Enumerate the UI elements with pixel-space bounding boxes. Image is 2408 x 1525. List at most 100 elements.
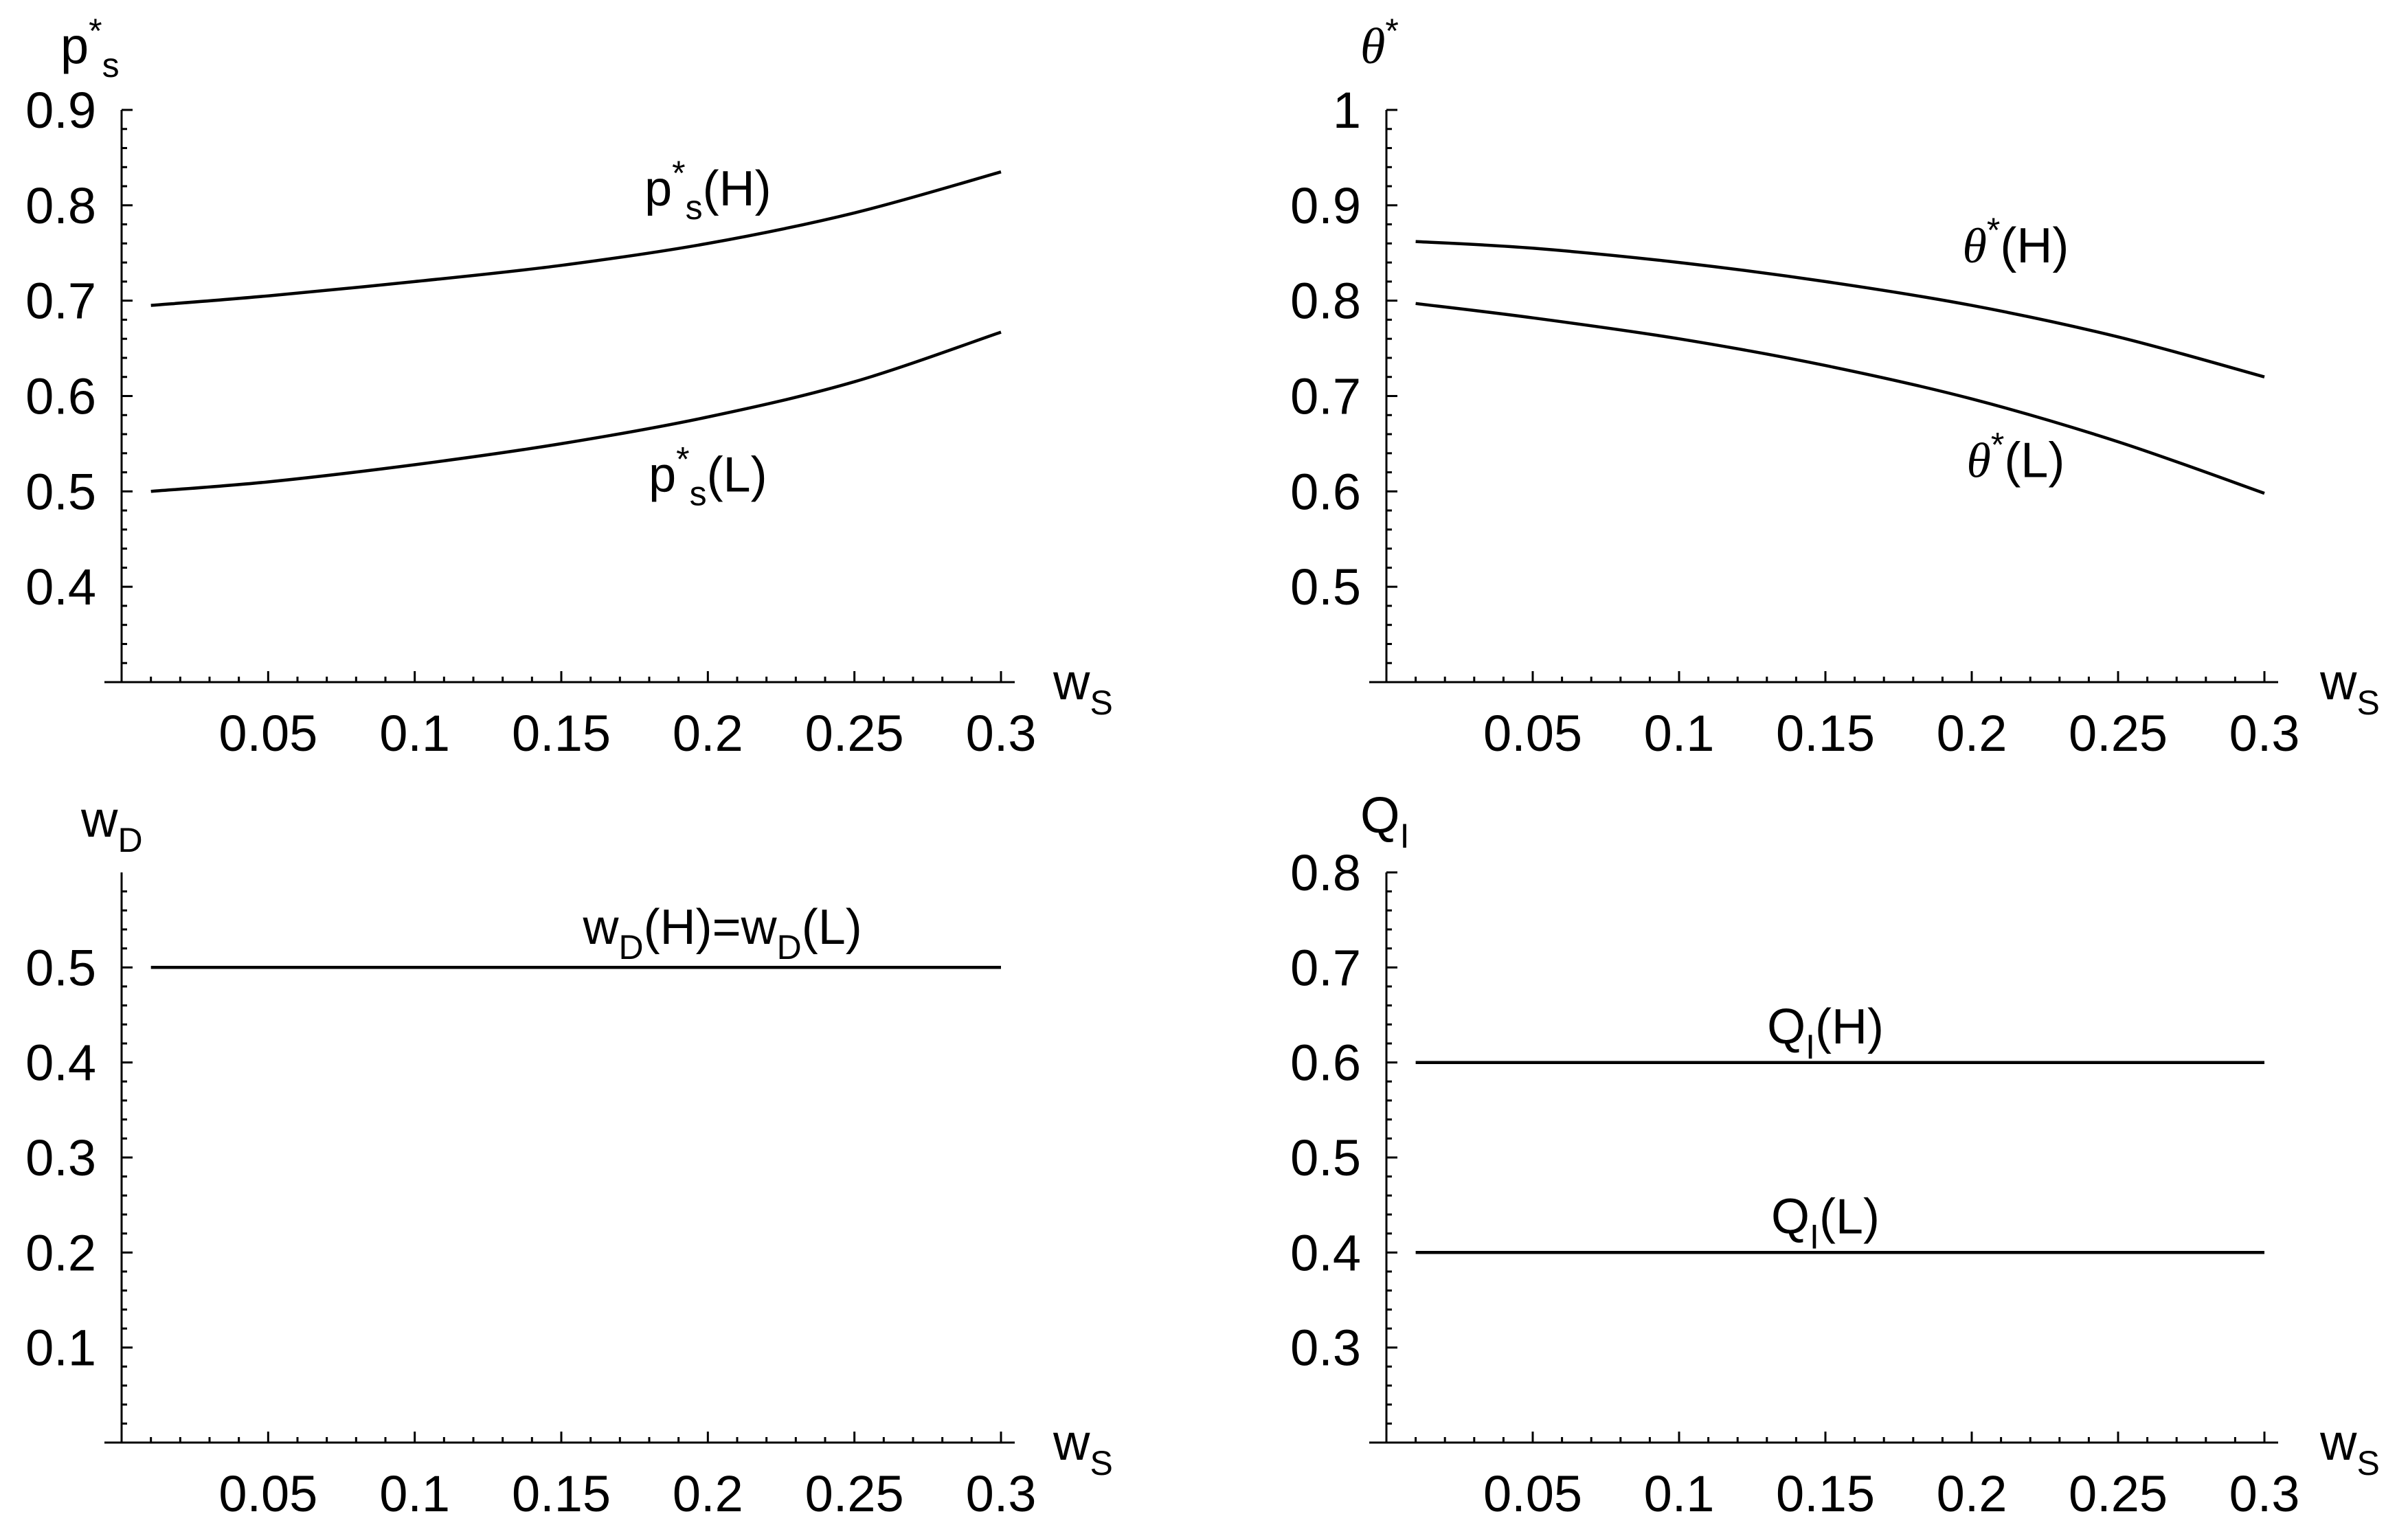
label-subscript: S	[1090, 684, 1112, 722]
y-tick-label: 1	[1333, 82, 1361, 139]
label-base: p	[649, 447, 676, 502]
label-base: w	[2319, 1414, 2357, 1471]
label-subscript: S	[1090, 1444, 1112, 1482]
y-tick-label: 0.7	[25, 273, 96, 330]
series-label: QI(L)	[1771, 1190, 1880, 1256]
y-tick-label: 0.4	[25, 1035, 96, 1092]
y-tick-label: 0.4	[1290, 1224, 1361, 1281]
y-tick-label: 0.1	[25, 1320, 96, 1377]
series-line-h	[1415, 240, 2265, 379]
y-tick-label: 0.8	[25, 177, 96, 234]
x-tick-label: 0.15	[1776, 705, 1875, 762]
x-tick-label: 0.15	[512, 1465, 611, 1522]
x-tick-label: 0.25	[2069, 705, 2168, 762]
label-base: w	[1053, 1414, 1090, 1471]
x-tick-label: 0.3	[2229, 1465, 2300, 1522]
label-base: w	[1053, 653, 1090, 710]
label-base: p	[60, 17, 89, 74]
y-tick-label: 0.9	[25, 82, 96, 139]
label-base: w	[80, 791, 118, 848]
x-tick-label: 0.3	[966, 705, 1037, 762]
label-argument: (L)	[707, 447, 767, 502]
x-tick-label: 0.15	[512, 705, 611, 762]
x-tick-label: 0.05	[1483, 705, 1582, 762]
label-superscript: *	[676, 440, 689, 478]
label-subscript: I	[1400, 817, 1410, 855]
chart-panel-q-i: 0.05 0.1 0.15 0.2 0.25 0.30.30.40.50.60.70.8Q…	[1290, 787, 2380, 1522]
chart-panel-theta-star: 0.05 0.1 0.15 0.2 0.25 0.30.50.60.70.80.91θ*w…	[1290, 12, 2380, 762]
x-tick-label: 0.05	[218, 705, 317, 762]
y-tick-label: 0.5	[25, 463, 96, 520]
label-base: w	[2319, 653, 2357, 710]
label-base: θ	[1963, 218, 1987, 273]
chart-panel-w-d: 0.05 0.1 0.15 0.2 0.25 0.30.10.20.30.40.5wDwS…	[25, 791, 1113, 1522]
series-label: θ*(H)	[1963, 211, 2069, 273]
label-argument: (H)	[2000, 218, 2069, 273]
label-subscript: s	[690, 474, 707, 512]
x-tick-label: 0.2	[673, 705, 743, 762]
label-base: θ	[1360, 19, 1385, 75]
x-tick-label: 0.1	[379, 1465, 450, 1522]
y-tick-label: 0.3	[1290, 1320, 1361, 1377]
y-tick-label: 0.6	[1290, 463, 1361, 520]
series-label: p*s(H)	[644, 154, 771, 227]
series-line-h	[150, 170, 1002, 307]
y-tick-label: 0.9	[1290, 177, 1361, 234]
label-base: Q	[1771, 1190, 1810, 1245]
label-superscript: *	[672, 154, 685, 192]
x-tick-label: 0.15	[1776, 1465, 1875, 1522]
y-tick-label: 0.5	[25, 939, 96, 996]
label-subscript: I	[1805, 1028, 1815, 1066]
label-base: p	[644, 161, 672, 216]
y-tick-label: 0.8	[1290, 844, 1361, 901]
label-subscript: s	[686, 188, 703, 227]
y-tick-label: 0.2	[25, 1224, 96, 1281]
label-base: Q	[1360, 787, 1400, 844]
label-argument: (L)	[2004, 433, 2064, 488]
label-base: Q	[1767, 999, 1805, 1054]
y-tick-label: 0.3	[25, 1129, 96, 1186]
x-axis-label: wS	[2319, 1414, 2380, 1482]
label-superscript: *	[89, 12, 102, 50]
x-tick-label: 0.25	[805, 705, 904, 762]
x-tick-label: 0.25	[805, 1465, 904, 1522]
label-subscript: D	[777, 928, 802, 967]
label-base: θ	[1966, 433, 1990, 488]
x-tick-label: 0.3	[966, 1465, 1037, 1522]
y-axis-label: wD	[80, 791, 143, 859]
y-tick-label: 0.8	[1290, 273, 1361, 330]
series-label: QI(H)	[1767, 999, 1884, 1066]
y-tick-label: 0.4	[25, 558, 96, 615]
label-superscript: *	[1385, 12, 1398, 50]
y-tick-label: 0.5	[1290, 558, 1361, 615]
label-superscript: *	[1987, 211, 2000, 249]
series-label: p*s(L)	[649, 440, 767, 512]
label-subscript: S	[2356, 1444, 2379, 1482]
series-label: wD(H)=wD(L)	[583, 900, 862, 967]
label-subscript: D	[619, 928, 644, 967]
x-tick-label: 0.05	[1483, 1465, 1582, 1522]
y-tick-label: 0.7	[1290, 368, 1361, 425]
label-argument: (H)=	[644, 900, 741, 955]
x-tick-label: 0.2	[1937, 1465, 2007, 1522]
label-subscript: I	[1810, 1218, 1819, 1256]
x-tick-label: 0.2	[1937, 705, 2007, 762]
x-tick-label: 0.25	[2069, 1465, 2168, 1522]
y-axis-label: p*s	[60, 12, 120, 84]
x-tick-label: 0.3	[2229, 705, 2300, 762]
x-axis-label: wS	[1053, 653, 1113, 722]
x-tick-label: 0.2	[673, 1465, 743, 1522]
label-subscript: s	[102, 46, 120, 84]
series-line-l	[1415, 302, 2265, 495]
x-tick-label: 0.1	[379, 705, 450, 762]
label-argument: (H)	[703, 161, 772, 216]
x-tick-label: 0.05	[218, 1465, 317, 1522]
y-tick-label: 0.7	[1290, 939, 1361, 996]
label-argument: (H)	[1815, 999, 1884, 1054]
series-line-l	[150, 330, 1002, 493]
y-tick-label: 0.6	[25, 368, 96, 425]
label-argument: (L)	[1819, 1190, 1880, 1245]
label-base: w	[741, 900, 778, 955]
x-tick-label: 0.1	[1644, 705, 1715, 762]
